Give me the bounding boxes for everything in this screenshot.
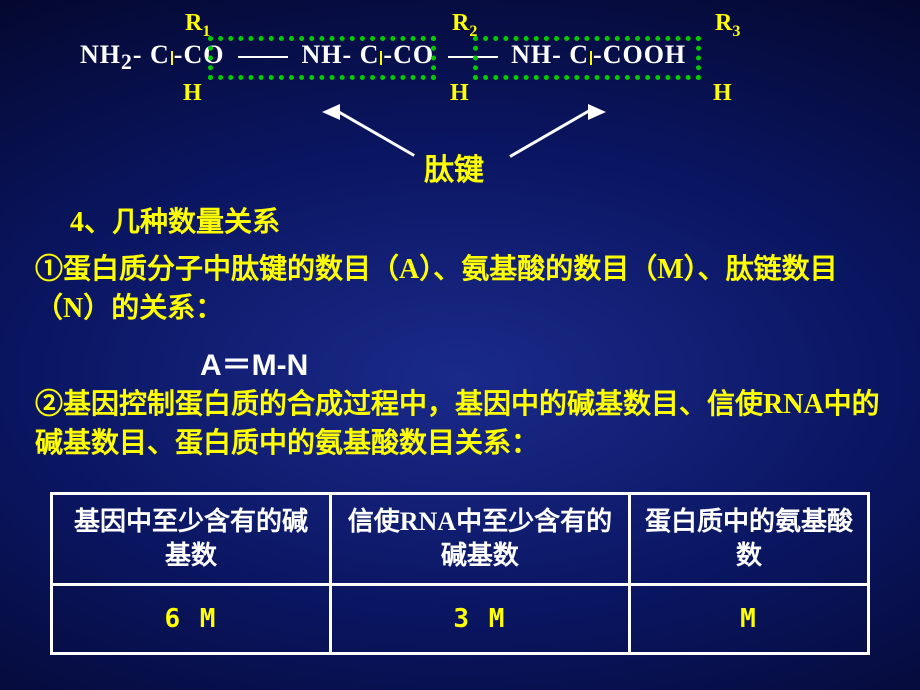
peptide-bond-box-1	[208, 36, 436, 80]
relation-table: 基因中至少含有的碱基数 信使RNA中至少含有的碱基数 蛋白质中的氨基酸数 6 M…	[50, 492, 870, 655]
h2-label: H	[450, 80, 469, 107]
arrow-right-head	[588, 104, 606, 120]
h1-label: H	[183, 80, 202, 107]
value-amino-acids: M	[629, 584, 868, 653]
value-gene-bases: 6 M	[52, 584, 331, 653]
bullet-1: ①蛋白质分子中肽键的数目（A）、氨基酸的数目（M）、肽链数目（N）的关系：	[35, 250, 895, 328]
table-header-row: 基因中至少含有的碱基数 信使RNA中至少含有的碱基数 蛋白质中的氨基酸数	[52, 494, 869, 585]
peptide-bond-box-2	[473, 36, 701, 80]
equation-amn: A＝M-N	[200, 340, 308, 384]
r1-label: R1	[185, 10, 210, 41]
arrow-right-line	[509, 109, 590, 158]
header-mrna-bases: 信使RNA中至少含有的碱基数	[330, 494, 629, 585]
arrow-left-line	[337, 110, 415, 157]
bullet-2: ②基因控制蛋白质的合成过程中，基因中的碱基数目、信使RNA中的碱基数目、蛋白质中…	[35, 385, 905, 463]
section-4-title: 4、几种数量关系	[70, 200, 280, 240]
value-mrna-bases: 3 M	[330, 584, 629, 653]
peptide-bond-label: 肽键	[424, 145, 484, 189]
table-value-row: 6 M 3 M M	[52, 584, 869, 653]
r3-label: R3	[715, 10, 740, 41]
header-amino-acids: 蛋白质中的氨基酸数	[629, 494, 868, 585]
h3-label: H	[713, 80, 732, 107]
header-gene-bases: 基因中至少含有的碱基数	[52, 494, 331, 585]
